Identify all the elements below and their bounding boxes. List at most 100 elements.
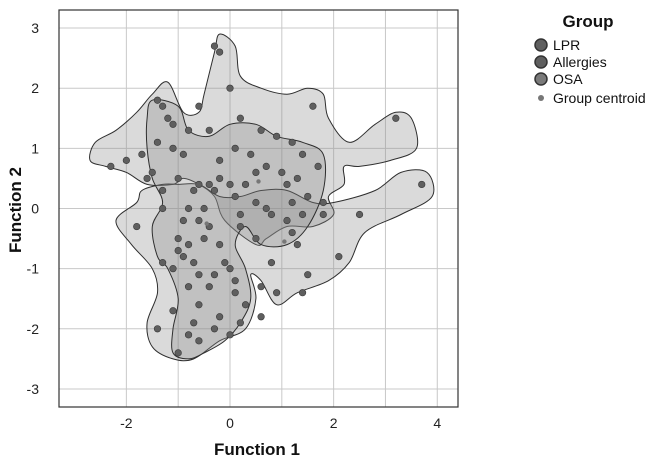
data-point (283, 216, 291, 225)
data-point (236, 222, 244, 231)
data-point (159, 186, 167, 195)
legend-marker-lpr (534, 38, 548, 52)
data-point (195, 271, 203, 279)
data-point (216, 174, 224, 183)
data-point (195, 301, 203, 309)
data-point (288, 138, 296, 146)
data-point (252, 234, 260, 243)
legend-label-allergies: Allergies (553, 54, 607, 70)
data-point (283, 180, 291, 189)
data-point (210, 271, 219, 279)
legend: Group LPR Allergies OSA Group centroid (534, 12, 646, 106)
data-point (241, 301, 250, 309)
data-point (169, 144, 177, 152)
group-centroid (282, 239, 287, 244)
data-point (298, 289, 307, 297)
data-point (195, 180, 203, 189)
legend-label-group-centroid: Group centroid (553, 90, 646, 106)
data-point (205, 283, 213, 291)
data-point (226, 84, 234, 92)
data-point (184, 283, 193, 291)
data-point (273, 132, 281, 140)
legend-item-group-centroid: Group centroid (538, 90, 646, 106)
data-point (247, 150, 255, 158)
data-point (195, 102, 203, 110)
x-axis-ticks: -2 0 2 4 (120, 415, 441, 431)
data-point (267, 210, 276, 219)
y-axis-title: Function 2 (6, 167, 25, 253)
data-point (273, 289, 281, 297)
legend-label-lpr: LPR (553, 37, 580, 53)
plot-frame (58, 9, 459, 408)
data-point (262, 162, 270, 170)
data-point (298, 150, 307, 158)
region-allergies (115, 169, 435, 362)
data-point (190, 319, 198, 327)
data-point (174, 247, 182, 255)
data-point (319, 210, 327, 219)
data-point (107, 162, 115, 170)
data-point (216, 313, 224, 321)
data-point (252, 198, 260, 207)
data-point (267, 259, 276, 267)
data-point (159, 204, 167, 213)
legend-title: Group (563, 12, 614, 31)
data-point (298, 210, 307, 219)
data-point (195, 216, 203, 225)
data-point (200, 204, 208, 213)
data-point (241, 180, 250, 189)
data-point (122, 156, 130, 164)
x-tick-label: 4 (433, 415, 441, 431)
group-centroid (204, 221, 209, 226)
data-point (226, 331, 234, 339)
data-point (293, 174, 301, 183)
y-tick-label: -2 (27, 321, 40, 337)
data-point (309, 102, 317, 110)
data-point (190, 186, 198, 195)
data-point (174, 349, 182, 357)
data-point (164, 114, 172, 122)
data-point (216, 156, 224, 164)
y-tick-label: 2 (31, 80, 39, 96)
group-centroids (204, 179, 287, 244)
group-regions (89, 33, 435, 362)
data-points (107, 42, 426, 357)
data-point (153, 325, 162, 333)
data-point (221, 259, 229, 267)
data-point (257, 283, 265, 291)
data-point (278, 168, 286, 177)
data-point (184, 331, 193, 339)
data-point (153, 138, 162, 146)
data-point (392, 114, 400, 122)
legend-item-osa: OSA (534, 71, 583, 87)
data-point (174, 234, 182, 243)
data-point (195, 337, 203, 345)
data-point (231, 289, 239, 297)
y-tick-label: 1 (31, 140, 39, 156)
x-axis-title: Function 1 (214, 440, 300, 459)
data-point (205, 180, 213, 189)
legend-item-allergies: Allergies (534, 54, 607, 70)
data-point (184, 126, 193, 134)
x-tick-label: 2 (330, 415, 338, 431)
data-point (159, 102, 167, 110)
data-point (257, 313, 265, 321)
data-point (184, 204, 193, 213)
data-point (179, 253, 187, 261)
data-point (190, 259, 198, 267)
data-point (143, 174, 151, 183)
data-point (169, 307, 177, 315)
data-point (205, 126, 213, 134)
data-point (293, 240, 301, 249)
legend-label-osa: OSA (553, 71, 583, 87)
data-point (159, 259, 167, 267)
data-point (304, 271, 312, 279)
data-point (184, 240, 193, 249)
y-tick-label: 0 (31, 201, 39, 217)
y-tick-label: -3 (27, 381, 40, 397)
data-point (148, 168, 156, 177)
data-point (169, 120, 177, 128)
x-tick-label: -2 (120, 415, 133, 431)
data-point (335, 253, 343, 261)
